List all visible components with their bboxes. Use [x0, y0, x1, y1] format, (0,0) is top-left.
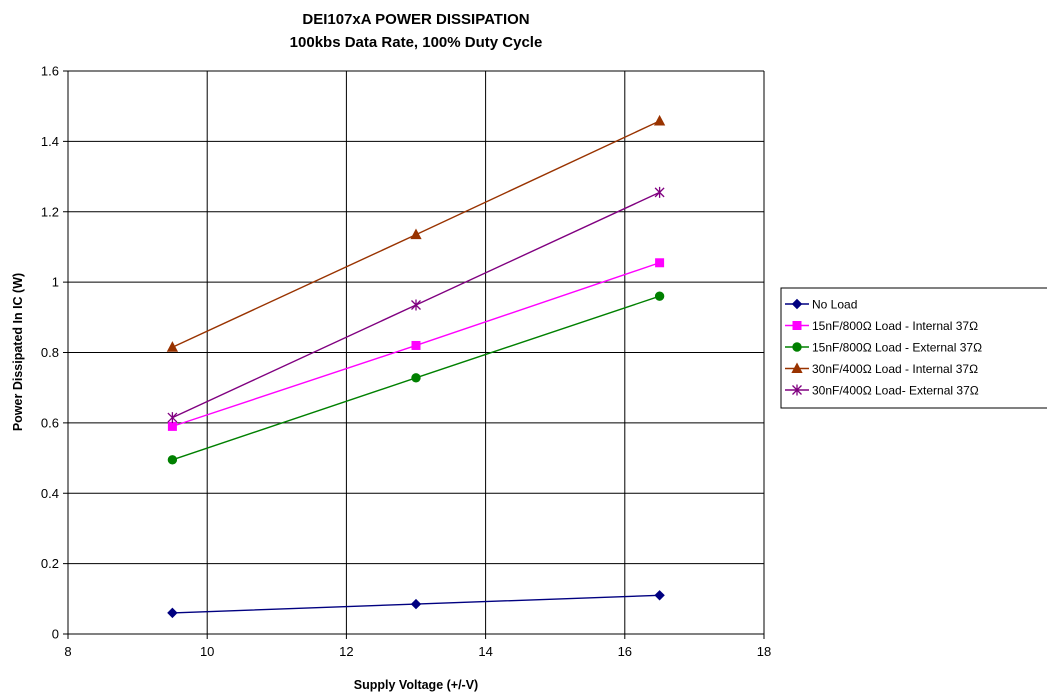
y-tick-label: 0.2	[41, 556, 59, 571]
series-group	[166, 114, 666, 619]
legend: No Load 15nF/800Ω Load - Internal 37Ω 15nF…	[780, 287, 1047, 409]
x-tick-label: 12	[339, 644, 353, 659]
x-axis-ticks: 8 10 12 14 16 18	[64, 634, 771, 659]
series-0	[167, 590, 665, 619]
data-point	[654, 590, 665, 601]
data-point	[167, 421, 177, 431]
legend-marker	[792, 384, 802, 396]
data-point	[410, 598, 422, 610]
data-point	[167, 607, 178, 619]
series-4	[167, 186, 665, 424]
data-point	[654, 291, 665, 301]
legend-label: 30nF/400Ω Load- External 37Ω	[812, 384, 979, 398]
legend-label: 30nF/400Ω Load - Internal 37Ω	[812, 362, 978, 376]
legend-marker	[792, 342, 802, 352]
x-tick-label: 14	[478, 644, 492, 659]
y-tick-label: 1	[52, 275, 59, 290]
data-point	[411, 340, 421, 350]
legend-marker	[791, 298, 803, 310]
y-tick-label: 1.2	[41, 204, 59, 219]
y-tick-label: 0	[52, 627, 59, 642]
data-point	[410, 228, 422, 240]
data-point	[166, 341, 179, 352]
y-tick-label: 0.6	[41, 415, 59, 430]
y-tick-label: 1.6	[41, 64, 59, 79]
x-tick-label: 18	[757, 644, 771, 659]
legend-entries: No Load 15nF/800Ω Load - Internal 37Ω 15nF…	[785, 298, 982, 398]
data-point	[655, 258, 665, 268]
x-axis-title: Supply Voltage (+/-V)	[354, 678, 478, 692]
legend-marker	[791, 362, 803, 373]
legend-marker	[792, 321, 802, 330]
data-point	[411, 299, 421, 311]
data-point	[167, 412, 178, 424]
series-1	[167, 258, 665, 431]
y-tick-label: 1.4	[41, 134, 59, 149]
y-axis-ticks: 0 0.2 0.4 0.6 0.8 1 1.2 1.4 1.6	[41, 64, 68, 642]
data-point	[167, 455, 178, 465]
x-tick-label: 10	[200, 644, 214, 659]
series-3	[166, 114, 666, 352]
legend-label: No Load	[812, 298, 857, 312]
x-tick-label: 8	[64, 644, 71, 659]
chart-subtitle: 100kbs Data Rate, 100% Duty Cycle	[290, 34, 543, 51]
legend-item: 15nF/800Ω Load - External 37Ω	[785, 341, 982, 355]
legend-box	[780, 287, 1047, 409]
series-2	[167, 291, 665, 465]
legend-item: 15nF/800Ω Load - Internal 37Ω	[785, 319, 978, 333]
x-tick-label: 16	[618, 644, 632, 659]
chart-title: DEI107xA POWER DISSIPATION	[302, 11, 529, 28]
legend-label: 15nF/800Ω Load - External 37Ω	[812, 341, 982, 355]
legend-label: 15nF/800Ω Load - Internal 37Ω	[812, 319, 978, 333]
y-axis-title: Power Dissipated In IC (W)	[11, 273, 25, 431]
y-tick-label: 0.8	[41, 345, 59, 360]
legend-item: 30nF/400Ω Load - Internal 37Ω	[785, 362, 978, 376]
y-tick-label: 0.4	[41, 486, 59, 501]
data-point	[654, 186, 665, 198]
data-point	[653, 114, 666, 126]
legend-item: No Load	[785, 298, 857, 312]
data-point	[411, 373, 421, 383]
legend-item: 30nF/400Ω Load- External 37Ω	[785, 384, 979, 398]
